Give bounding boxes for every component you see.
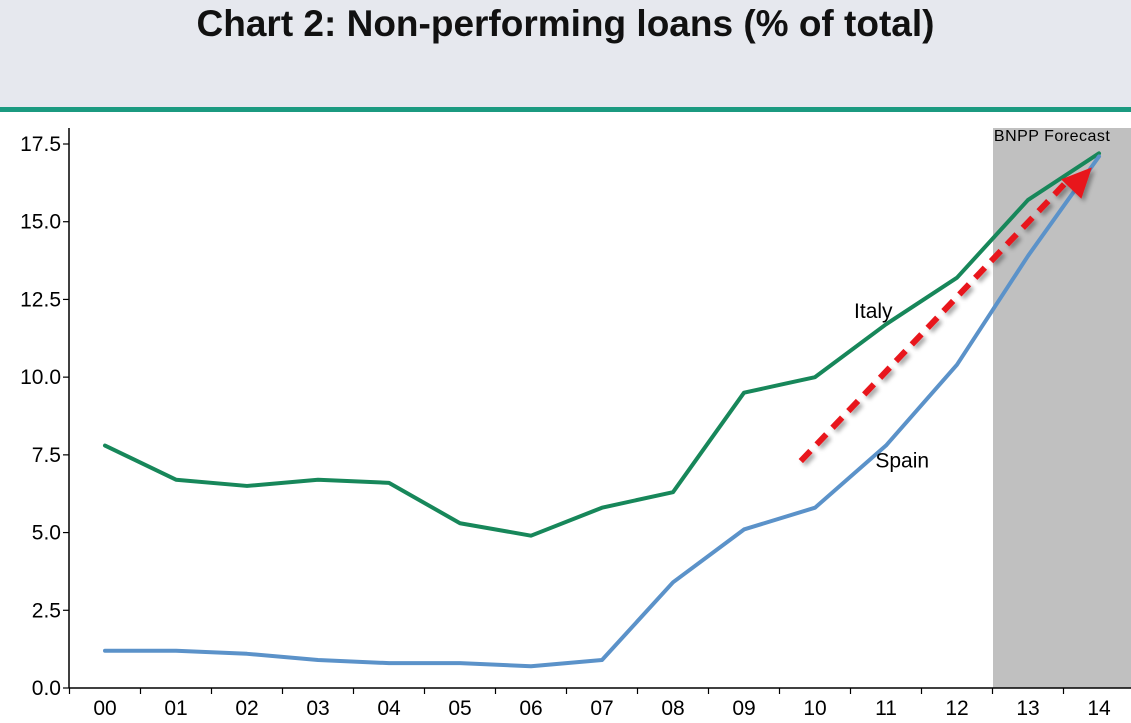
x-tick-label: 09 (732, 697, 755, 720)
x-tick-label: 02 (235, 697, 258, 720)
spain-series-label: Spain (875, 449, 929, 472)
y-tick-label: 0.0 (32, 677, 61, 700)
y-tick-label: 15.0 (20, 211, 61, 234)
y-tick-label: 7.5 (32, 444, 61, 467)
x-tick-label: 05 (448, 697, 471, 720)
chart-title: Chart 2: Non-performing loans (% of tota… (196, 3, 935, 44)
x-tick-label: 01 (164, 697, 187, 720)
forecast-label: BNPP Forecast (994, 128, 1111, 145)
x-tick-label: 04 (377, 697, 401, 720)
italy-series-label: Italy (854, 300, 893, 323)
trend-arrow-shaft (798, 179, 1070, 464)
x-tick-label: 12 (945, 697, 968, 720)
forecast-band (993, 128, 1131, 688)
x-tick-label: 13 (1016, 697, 1039, 720)
x-tick-label: 08 (661, 697, 684, 720)
title-divider (0, 107, 1131, 112)
x-tick-label: 14 (1087, 697, 1111, 720)
x-tick-label: 06 (519, 697, 542, 720)
y-tick-label: 17.5 (20, 133, 61, 156)
x-tick-label: 03 (306, 697, 329, 720)
x-tick-label: 00 (93, 697, 116, 720)
y-tick-label: 12.5 (20, 288, 61, 311)
trend-arrow-head (1061, 167, 1092, 199)
series-line-spain (103, 154, 1101, 669)
x-tick-label: 11 (875, 697, 897, 720)
series-line-italy (103, 151, 1101, 538)
x-tick-label: 10 (803, 697, 826, 720)
title-bar: Chart 2: Non-performing loans (% of tota… (0, 0, 1131, 107)
y-tick-label: 2.5 (32, 599, 61, 622)
y-tick-label: 10.0 (20, 366, 61, 389)
y-tick-label: 5.0 (32, 522, 61, 545)
x-tick-label: 07 (590, 697, 613, 720)
